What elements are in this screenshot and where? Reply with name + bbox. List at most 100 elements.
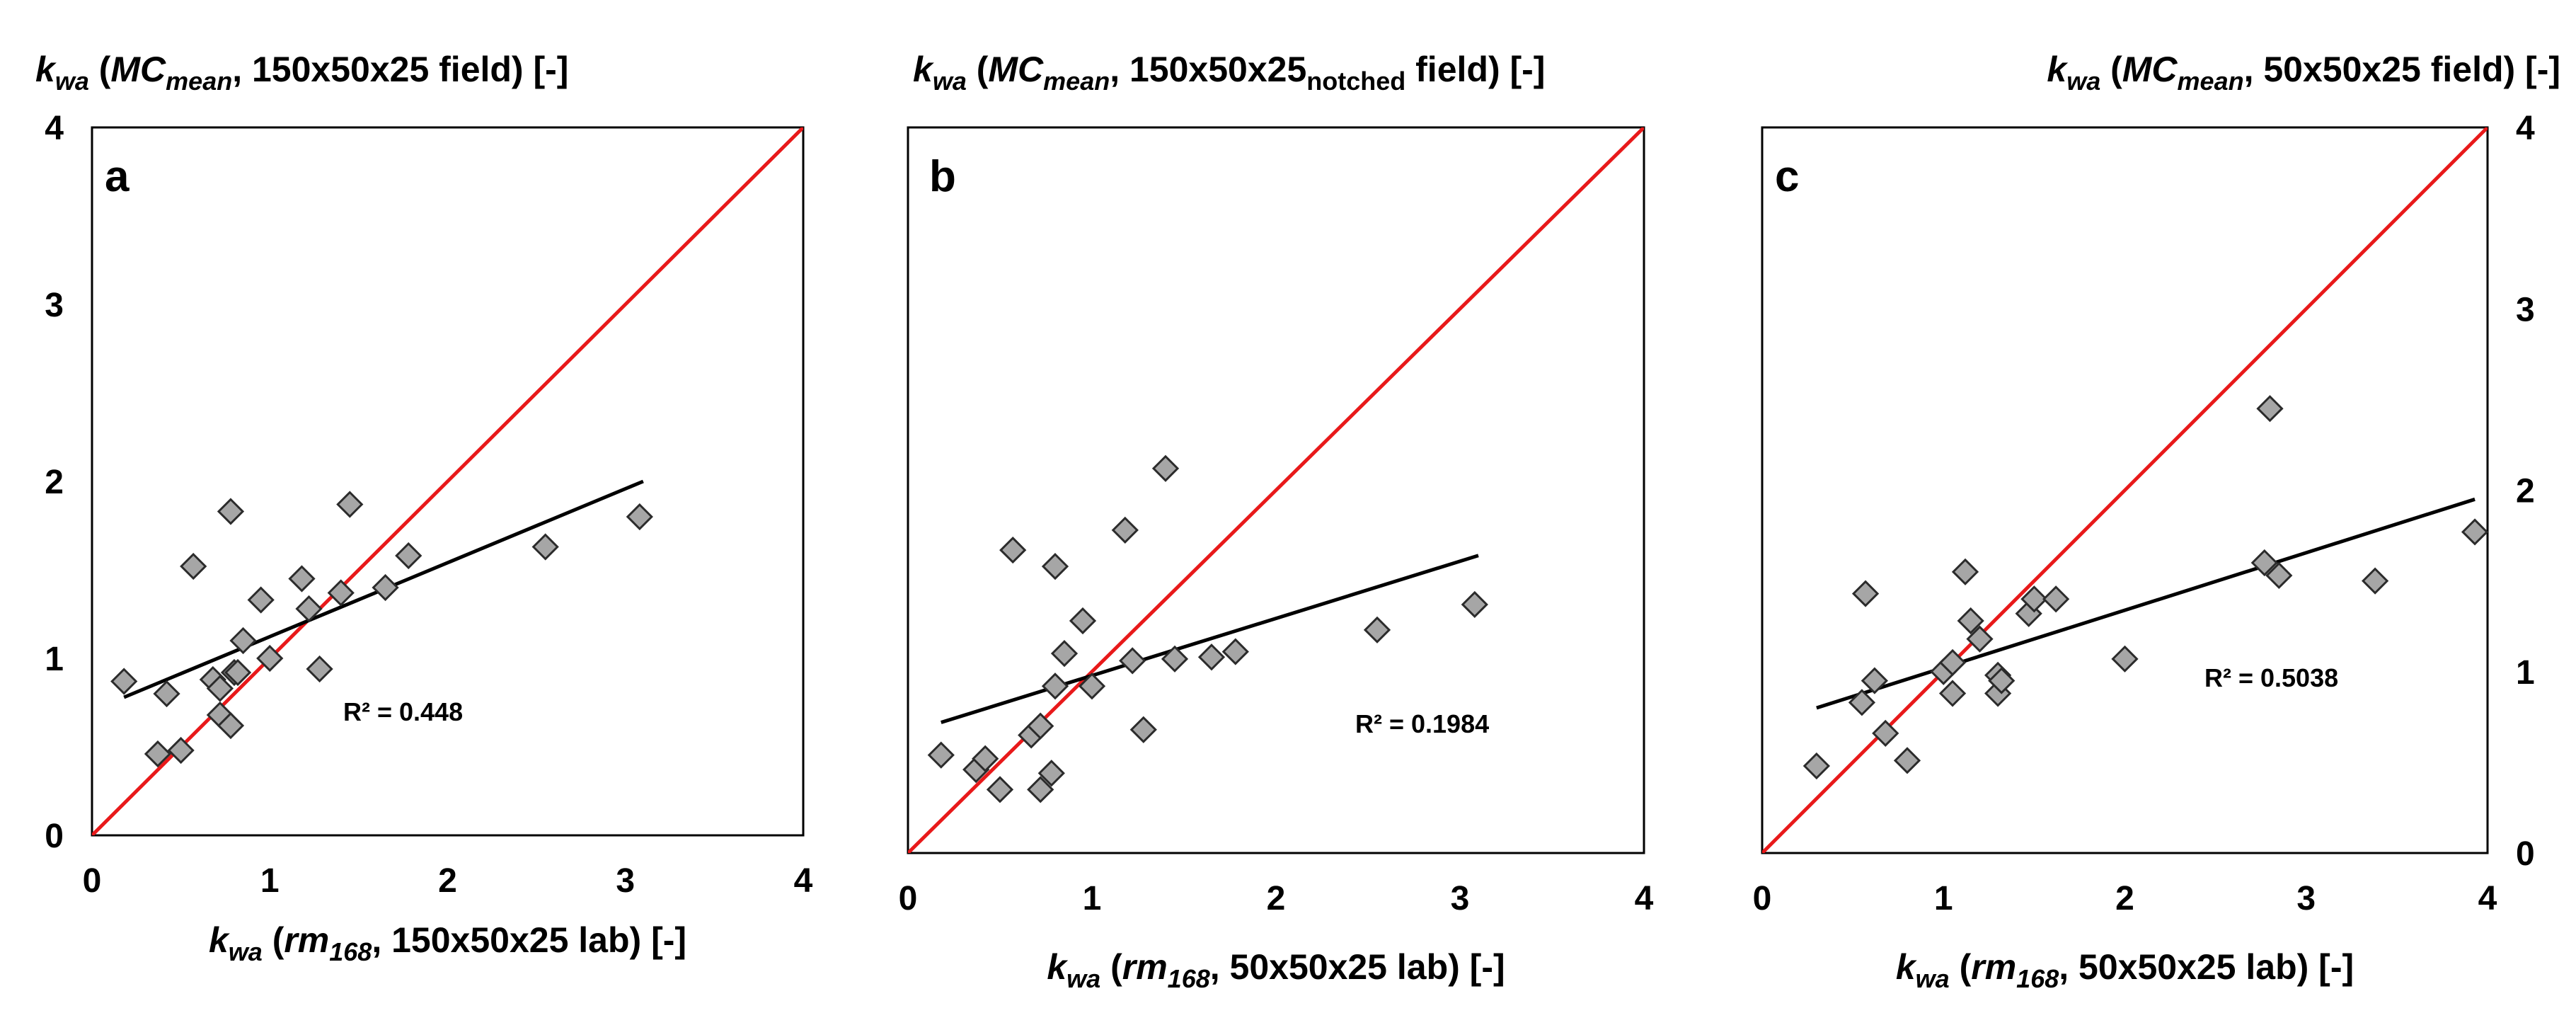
x-tick-label: 2 (438, 862, 457, 900)
data-point (1119, 647, 1146, 675)
data-point (1872, 719, 1899, 747)
data-point (1041, 673, 1069, 700)
x-axis-title: kwa (rm168, 50x50x25 lab) [-] (1047, 947, 1505, 993)
x-tick-label: 3 (1451, 880, 1470, 917)
data-point (180, 552, 207, 580)
data-point (295, 595, 323, 623)
data-point (1221, 638, 1249, 665)
data-point (224, 658, 252, 687)
data-point (1893, 747, 1921, 774)
data-point (1848, 689, 1876, 716)
y-axis-title: kwa (MCmean, 150x50x25notched field) [-] (913, 50, 1545, 96)
y-tick-label: 1 (45, 641, 64, 678)
trend-line (1816, 497, 2476, 710)
data-point (217, 711, 245, 740)
r-squared-label: R² = 0.5038 (2204, 663, 2338, 692)
data-point (1802, 752, 1830, 780)
data-point (1951, 558, 1979, 585)
data-point (2362, 567, 2389, 595)
data-point (2265, 561, 2293, 590)
data-point (327, 579, 355, 607)
panel-label: c (1775, 152, 1799, 201)
data-point (1938, 680, 1967, 707)
data-point (336, 491, 364, 518)
data-point (372, 573, 399, 602)
data-point (306, 655, 333, 683)
x-tick-label: 0 (83, 862, 102, 900)
x-tick-label: 1 (1083, 880, 1102, 917)
data-point (626, 503, 653, 531)
data-point (167, 736, 195, 765)
data-point (1966, 625, 1994, 653)
y-tick-label: 2 (45, 464, 64, 501)
y-tick-label: 0 (2516, 835, 2535, 873)
data-point (1363, 616, 1391, 643)
r-squared-label: R² = 0.448 (343, 697, 463, 726)
y-tick-label: 3 (45, 287, 64, 324)
data-point (1078, 673, 1106, 700)
x-tick-label: 1 (260, 862, 280, 900)
y-tick-label: 1 (2516, 654, 2535, 692)
r-squared-label: R² = 0.1984 (1355, 709, 1489, 738)
data-point (2250, 549, 2278, 577)
data-point (972, 745, 999, 772)
x-tick-label: 1 (1934, 880, 1953, 917)
data-point (1027, 776, 1054, 803)
data-point (1041, 553, 1069, 580)
panel-c: kwa (MCmean, 50x50x25 field) [-] kwa (rm1… (1753, 50, 2560, 993)
data-point (1027, 712, 1054, 740)
data-point (1988, 667, 2016, 694)
data-point (144, 740, 172, 768)
x-tick-label: 0 (1753, 880, 1772, 917)
x-tick-label: 2 (1267, 880, 1286, 917)
data-point (1461, 590, 1488, 619)
data-point (288, 565, 316, 593)
data-point (247, 586, 275, 614)
data-point (110, 668, 138, 695)
y-tick-label: 3 (2516, 291, 2535, 328)
y-tick-label: 4 (2516, 110, 2535, 147)
plot-frame (91, 126, 805, 837)
x-axis-title: kwa (rm168, 150x50x25 lab) [-] (209, 920, 686, 966)
panel-label: a (105, 152, 130, 201)
x-tick-label: 2 (2115, 880, 2134, 917)
y-axis-title: kwa (MCmean, 50x50x25 field) [-] (2047, 50, 2560, 96)
data-point (986, 776, 1014, 803)
data-point (2042, 585, 2070, 613)
x-tick-label: 4 (1635, 880, 1654, 917)
data-point (531, 533, 559, 561)
data-point (1938, 648, 1967, 677)
data-point (1851, 580, 1880, 607)
data-point (1151, 454, 1180, 482)
data-point (2256, 395, 2284, 423)
data-point (229, 626, 257, 655)
data-point (1050, 640, 1079, 668)
data-point (1037, 760, 1065, 787)
data-point (1957, 607, 1984, 635)
data-point (927, 741, 955, 769)
data-point (1129, 716, 1157, 743)
x-tick-label: 4 (2478, 880, 2497, 917)
data-point (2461, 518, 2489, 546)
panel-a: kwa (MCmean, 150x50x25 field) [-] kwa (rm… (35, 50, 813, 966)
data-point (999, 536, 1027, 564)
data-point (1197, 643, 1226, 671)
y-tick-label: 2 (2516, 473, 2535, 510)
data-point (1161, 645, 1189, 673)
y-tick-label: 0 (45, 818, 64, 855)
x-tick-label: 3 (2296, 880, 2316, 917)
data-point (2020, 585, 2048, 613)
x-tick-label: 0 (899, 880, 918, 917)
data-point (2111, 645, 2139, 673)
y-axis-title: kwa (MCmean, 150x50x25 field) [-] (35, 50, 568, 96)
data-point (1069, 607, 1097, 635)
data-point (217, 498, 245, 525)
plot-frame (907, 126, 1645, 854)
trend-line (941, 554, 1479, 724)
x-tick-label: 4 (794, 862, 813, 900)
x-tick-label: 3 (616, 862, 635, 900)
data-point (256, 644, 284, 673)
panel-b: kwa (MCmean, 150x50x25notched field) [-]… (899, 50, 1654, 993)
data-point (395, 542, 422, 570)
x-axis-title: kwa (rm168, 50x50x25 lab) [-] (1896, 947, 2354, 993)
